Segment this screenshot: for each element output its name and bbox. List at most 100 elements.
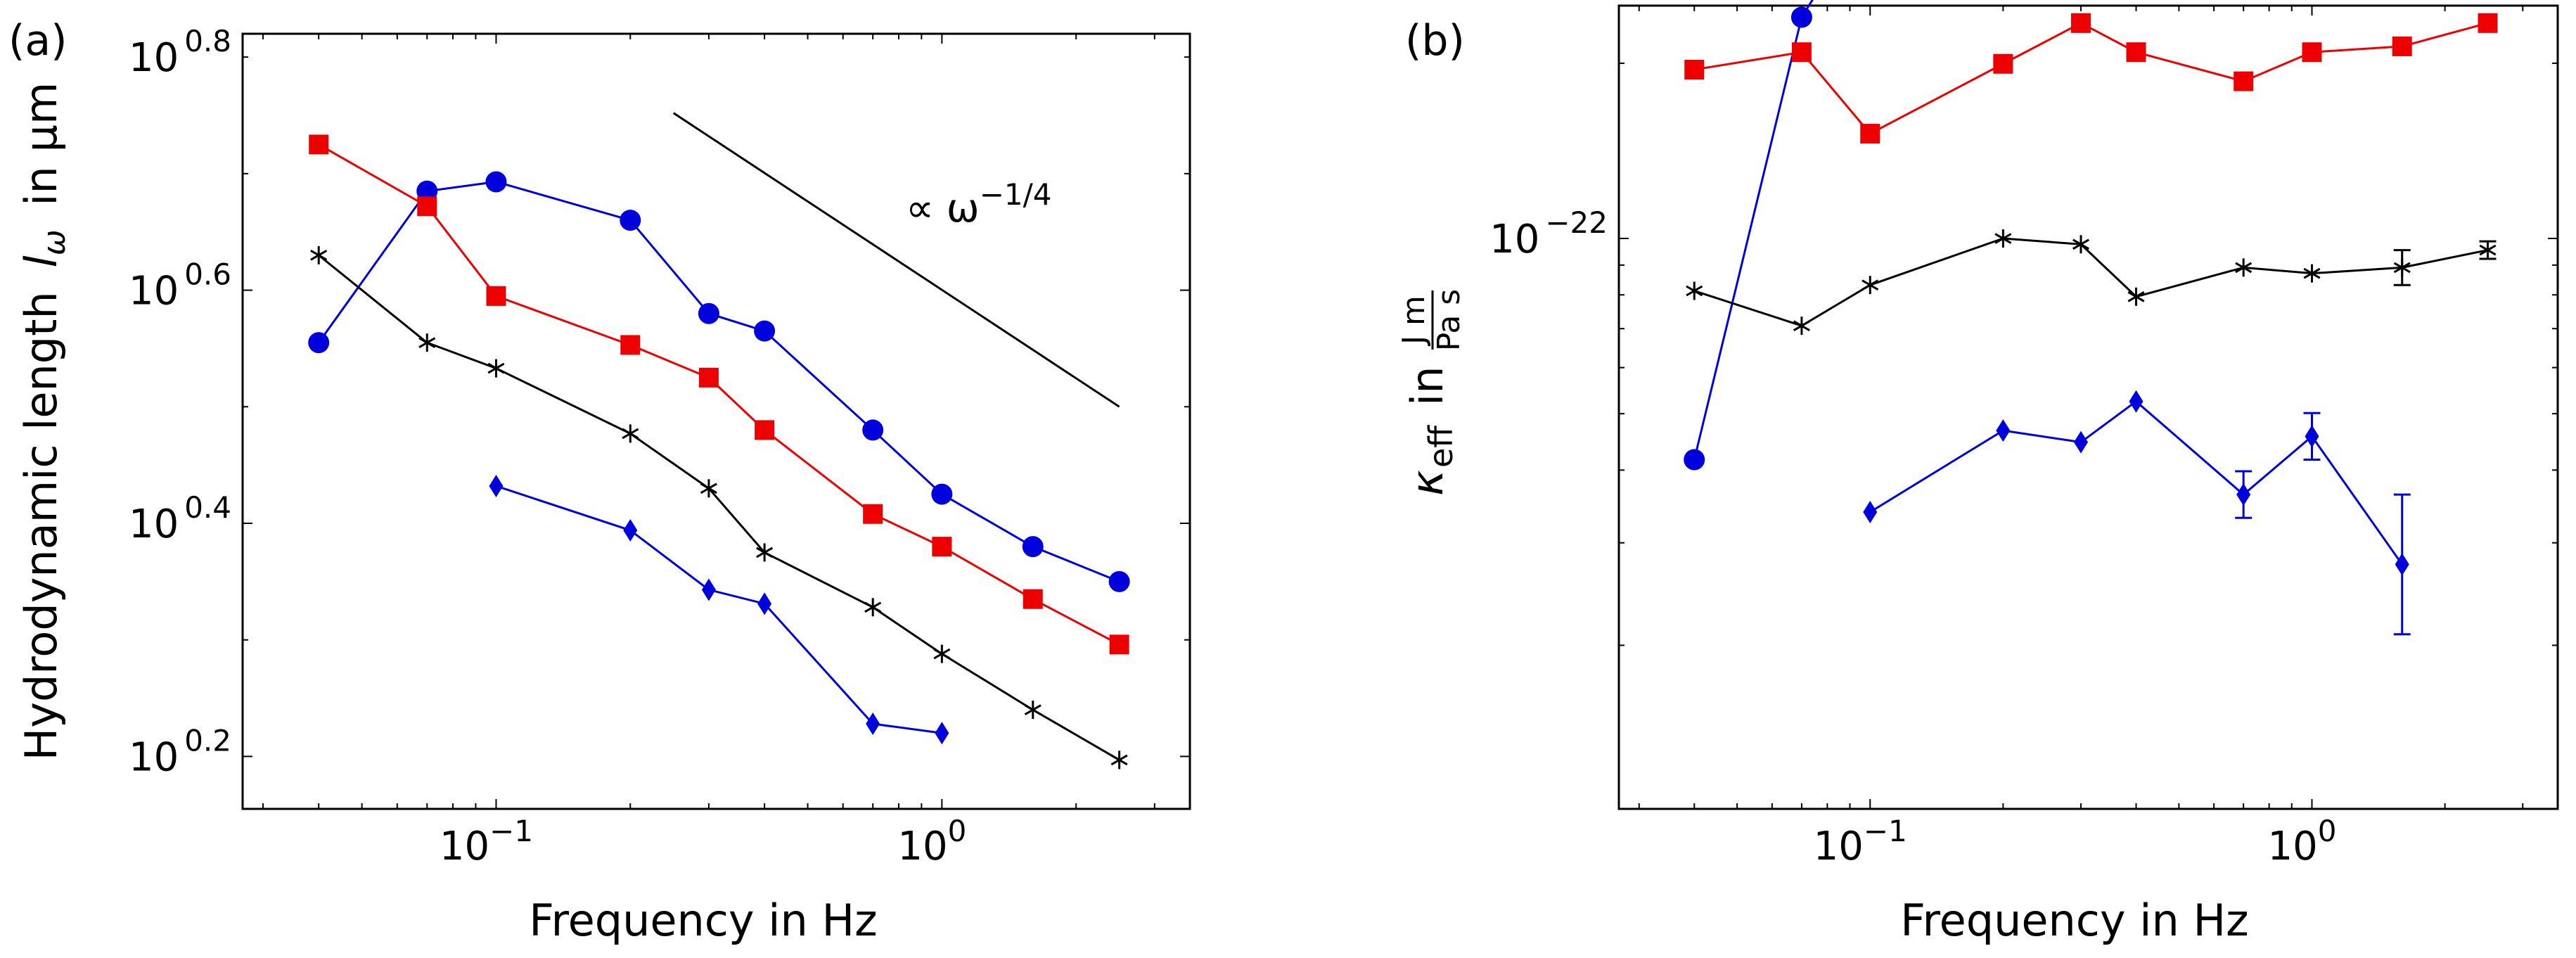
- y-axis-title-b-symbol: κ: [1402, 470, 1453, 496]
- data-point-square: [2071, 13, 2091, 33]
- x-tick-label-exp: −1: [489, 814, 533, 848]
- data-point-circle: [1684, 449, 1705, 471]
- data-point-star: [700, 479, 717, 498]
- data-point-square: [2234, 71, 2254, 91]
- data-point-star: [2127, 287, 2145, 306]
- data-point-square: [1109, 634, 1129, 655]
- data-point-star: [1024, 701, 1042, 720]
- y-axis-title-a: Hydrodynamic length lω in μm: [15, 82, 75, 761]
- y-tick-label-exp: 0.2: [184, 723, 231, 758]
- data-point-circle: [1790, 6, 1812, 28]
- series-a: ∝ ω−1/4: [308, 112, 1130, 769]
- data-point-square: [1023, 589, 1043, 609]
- data-point-star: [864, 598, 882, 617]
- y-tick-label: 10 0.6: [129, 257, 231, 314]
- series-line: [1693, 0, 1814, 460]
- y-tick-label-exp: 0.6: [184, 257, 231, 292]
- data-point-circle: [1108, 570, 1130, 592]
- x-tick-label-base: 10: [440, 824, 489, 869]
- data-point-star: [622, 424, 639, 443]
- x-tick-label-base: 10: [2268, 824, 2318, 869]
- x-tick-label-base: 10: [897, 824, 947, 869]
- data-point-star: [418, 333, 436, 352]
- data-point-square: [2126, 42, 2146, 63]
- data-point-square: [755, 420, 775, 440]
- y-axis-title-a-symbol: l: [15, 255, 67, 267]
- data-point-diamond: [866, 713, 880, 736]
- x-tick-label: 10−1: [1814, 814, 1907, 869]
- reference-slope-line: [672, 112, 1120, 408]
- data-point-diamond: [623, 518, 638, 542]
- data-point-circle: [931, 483, 953, 505]
- data-point-star: [2235, 258, 2253, 277]
- y-tick-label-base: 10: [129, 734, 179, 780]
- x-axis-title-a: Frequency in Hz: [529, 895, 877, 946]
- data-point-square: [2302, 42, 2322, 63]
- data-point-circle: [620, 210, 641, 231]
- y-axis-title-b-unit-den: Pa s: [1431, 289, 1467, 351]
- data-point-diamond: [1996, 419, 2011, 442]
- x-tick-label-exp: −1: [1864, 814, 1907, 848]
- data-point-star: [1994, 229, 2012, 248]
- data-point-diamond: [757, 592, 772, 615]
- data-point-star: [2479, 241, 2497, 260]
- x-tick-label-base: 10: [1814, 824, 1864, 869]
- x-tick-label: 10−1: [440, 814, 533, 869]
- y-axis-title-a-sub: ω: [37, 229, 72, 255]
- x-tick-label-exp: 0: [2318, 814, 2337, 848]
- data-point-circle: [485, 171, 507, 193]
- y-tick-label-base: 10: [129, 502, 179, 547]
- reference-slope-label: ∝ ω−1/4: [906, 177, 1052, 231]
- data-point-star: [1861, 276, 1879, 295]
- y-tick-label-base: 10: [129, 35, 179, 81]
- data-point-square: [1791, 42, 1812, 63]
- series-line: [495, 485, 942, 734]
- data-point-square: [698, 367, 719, 388]
- y-tick-label: 10 0.2: [129, 723, 231, 780]
- data-point-square: [309, 134, 329, 155]
- y-axis-title-b-in: in: [1402, 366, 1453, 406]
- data-point-star: [756, 543, 774, 562]
- y-axis-title-b-sub: eff: [1422, 425, 1460, 468]
- y-axis-title-a-text: Hydrodynamic length: [15, 291, 67, 760]
- x-tick-label: 100: [2268, 814, 2337, 869]
- data-point-star: [933, 644, 951, 663]
- data-point-square: [1993, 53, 2013, 74]
- reference-slope-label-base: ∝ ω: [906, 186, 980, 231]
- data-point-square: [620, 335, 641, 355]
- data-point-square: [486, 286, 506, 306]
- data-point-circle: [416, 180, 438, 202]
- data-point-square: [2392, 36, 2412, 56]
- y-axis-title-a-unit: in μm: [15, 82, 67, 206]
- data-point-circle: [698, 302, 719, 324]
- series-line: [1869, 400, 2403, 566]
- data-point-circle: [862, 419, 884, 441]
- x-tick-label-exp: 0: [948, 814, 967, 848]
- data-point-diamond: [1863, 500, 1878, 523]
- series-line: [1693, 22, 2488, 135]
- data-point-star: [1793, 317, 1810, 336]
- data-point-star: [1110, 751, 1128, 769]
- data-point-star: [2303, 264, 2321, 283]
- series-line: [318, 143, 1120, 646]
- plot-frame-a: [241, 32, 1191, 810]
- y-tick-label-base: 10: [1489, 217, 1539, 262]
- plot-frame-b: [1617, 4, 2559, 810]
- y-tick-label-base: 10: [129, 269, 179, 314]
- y-tick-label-exp: −22: [1545, 205, 1608, 240]
- data-point-square: [1684, 60, 1705, 80]
- data-point-star: [2072, 235, 2090, 254]
- data-point-square: [417, 196, 437, 217]
- data-point-square: [932, 537, 952, 557]
- panel-label-a: (a): [8, 16, 68, 65]
- data-point-diamond: [2074, 430, 2089, 454]
- data-point-star: [2393, 258, 2411, 277]
- y-tick-label: 10 −22: [1489, 205, 1608, 262]
- y-axis-title-b: κ eff in J m Pa s: [1396, 289, 1467, 496]
- data-point-diamond: [701, 578, 716, 601]
